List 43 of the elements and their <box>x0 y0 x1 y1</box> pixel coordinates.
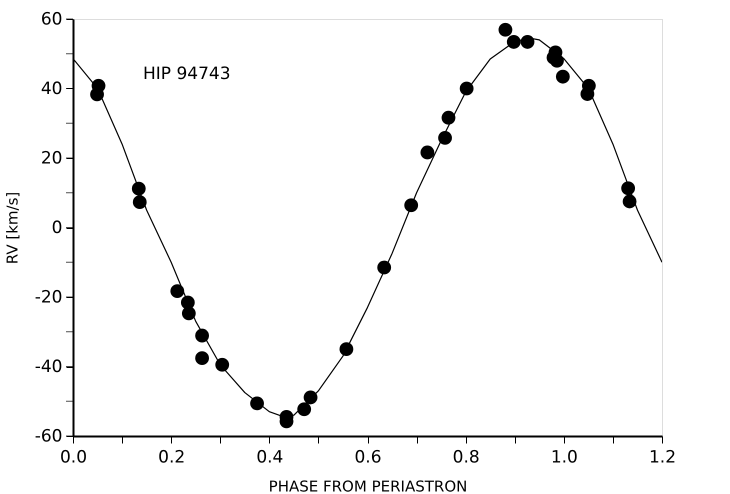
y-tick-label: 40 <box>40 79 62 99</box>
y-tick-label: 20 <box>40 148 62 168</box>
x-tick-label: 1.0 <box>550 448 578 468</box>
y-tick-label: 60 <box>40 10 62 30</box>
x-tick-label: 1.2 <box>648 448 676 468</box>
point <box>170 284 184 298</box>
point <box>520 35 534 49</box>
y-tick-label: 0 <box>52 218 62 238</box>
y-tick-label: -60 <box>34 426 62 446</box>
point <box>304 390 318 404</box>
point <box>250 396 264 410</box>
point <box>215 358 230 372</box>
point <box>622 194 636 208</box>
point <box>132 195 147 210</box>
point <box>621 181 636 196</box>
point <box>460 82 474 96</box>
point <box>90 88 104 102</box>
y-tick-label: -40 <box>34 357 62 377</box>
point <box>404 198 418 212</box>
point <box>195 328 209 342</box>
point <box>182 306 196 320</box>
point <box>420 146 434 160</box>
point <box>556 70 570 84</box>
point <box>297 402 312 416</box>
point <box>580 87 594 101</box>
point <box>195 351 209 366</box>
x-tick-label: 0.6 <box>354 448 382 468</box>
point <box>377 260 392 274</box>
point <box>506 35 521 49</box>
point <box>498 22 512 37</box>
x-tick-label: 0.0 <box>60 448 88 468</box>
point <box>132 182 146 196</box>
annotation: HIP 94743 <box>143 64 231 84</box>
y-tick-label: -20 <box>34 288 62 308</box>
x-tick-label: 0.8 <box>452 448 480 468</box>
point <box>550 54 564 68</box>
x-axis-title: PHASE FROM PERIASTRON <box>268 478 468 494</box>
x-tick-label: 0.4 <box>256 448 284 468</box>
point <box>442 110 456 125</box>
y-axis-title: RV [km/s] <box>4 192 22 264</box>
point <box>340 342 354 356</box>
point <box>438 130 452 145</box>
x-tick-label: 0.2 <box>158 448 186 468</box>
